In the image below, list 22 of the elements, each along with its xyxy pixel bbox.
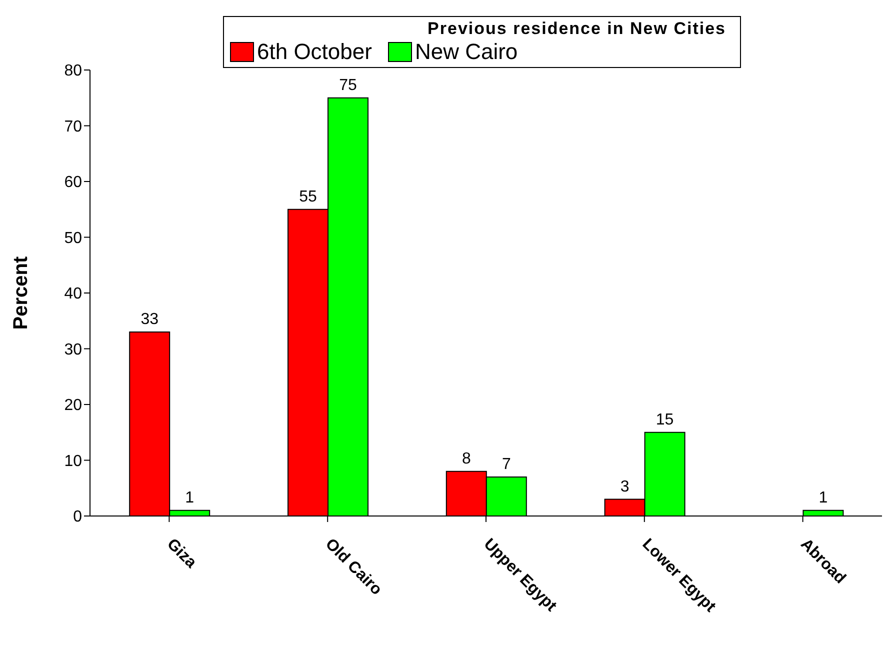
data-label: 33	[140, 311, 159, 328]
data-label: 8	[462, 450, 471, 468]
data-label: 15	[656, 411, 674, 428]
legend-label: 6th October	[256, 39, 372, 65]
data-label: 75	[339, 76, 357, 94]
y-tick-label: 80	[64, 62, 82, 80]
data-label: 1	[185, 489, 194, 506]
y-tick-label: 50	[64, 230, 82, 247]
y-tick-label: 0	[73, 508, 82, 526]
y-tick-label: 40	[64, 286, 82, 303]
legend-label: New Cairo	[414, 39, 518, 65]
legend-title: Previous residence in New Cities	[426, 19, 727, 39]
data-label: 7	[502, 456, 511, 473]
y-tick-label: 70	[64, 118, 82, 136]
data-label: 3	[620, 478, 630, 496]
y-tick-label: 30	[64, 341, 82, 358]
data-label: 55	[299, 188, 317, 206]
y-tick-label: 10	[64, 452, 82, 470]
y-tick-label: 60	[64, 174, 82, 192]
data-label: 1	[818, 489, 828, 506]
y-axis-title: Percent	[10, 256, 32, 330]
y-tick-label: 20	[64, 397, 82, 414]
